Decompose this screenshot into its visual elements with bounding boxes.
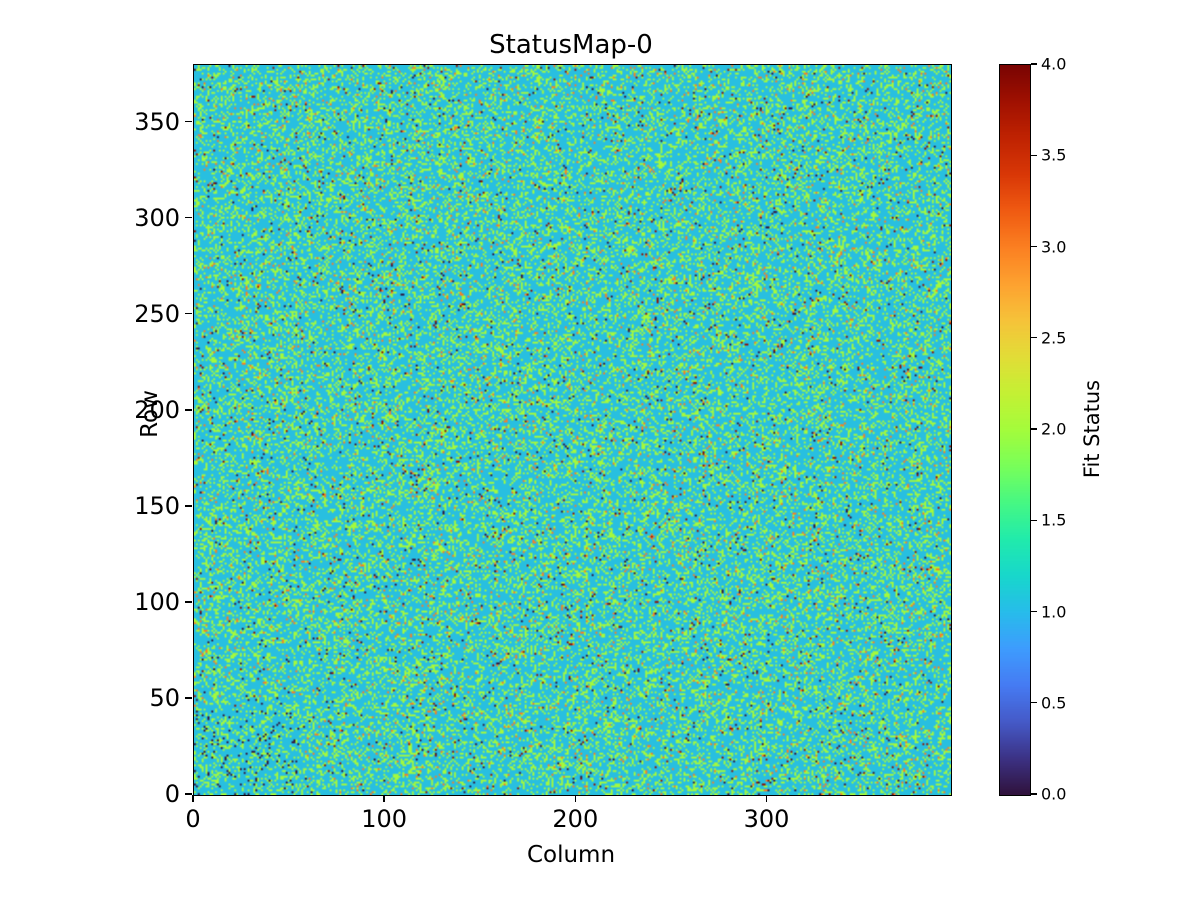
x-tick-mark (192, 795, 194, 802)
y-tick-mark (185, 505, 192, 507)
x-tick-mark (765, 795, 768, 802)
colorbar-tick-label: 3.0 (1041, 237, 1067, 256)
x-tick-label: 300 (743, 805, 790, 833)
x-tick-mark (383, 795, 385, 802)
y-tick-label: 300 (134, 203, 180, 232)
x-tick-label: 100 (361, 805, 408, 833)
colorbar-tick-mark (1031, 793, 1037, 795)
y-tick-label: 350 (134, 107, 180, 136)
colorbar-tick-mark (1031, 519, 1037, 521)
x-tick-mark (574, 795, 577, 802)
y-tick-mark (185, 793, 192, 795)
colorbar-tick-mark (1031, 702, 1037, 704)
y-tick-label: 50 (149, 683, 180, 712)
x-tick-label: 200 (552, 805, 599, 833)
y-tick-mark (185, 409, 192, 411)
x-tick-label: 0 (185, 805, 201, 833)
y-tick-mark (185, 601, 192, 603)
y-tick-label: 150 (134, 491, 180, 520)
colorbar-tick-mark (1031, 610, 1037, 613)
colorbar-tick-mark (1031, 337, 1037, 339)
colorbar-tick-label: 2.0 (1041, 419, 1067, 439)
y-tick-mark (185, 216, 192, 219)
y-tick-mark (185, 697, 192, 699)
colorbar-tick-label: 0.0 (1041, 784, 1067, 804)
colorbar-tick-mark (1031, 154, 1037, 156)
chart-title: StatusMap-0 (489, 30, 653, 60)
colorbar-tick-label: 1.0 (1041, 602, 1067, 621)
colorbar-tick-label: 0.5 (1041, 693, 1067, 713)
y-tick-label: 0 (164, 780, 180, 808)
colorbar-tick-mark (1031, 63, 1037, 65)
y-tick-label: 250 (134, 299, 180, 328)
y-tick-mark (185, 312, 192, 315)
colorbar-tick-mark (1031, 428, 1037, 430)
y-tick-label: 200 (134, 395, 180, 424)
y-tick-label: 100 (134, 587, 180, 616)
x-axis-label: Column (526, 842, 616, 868)
colorbar-tick-label: 1.5 (1041, 510, 1067, 530)
y-tick-mark (185, 120, 192, 123)
colorbar-tick-label: 3.5 (1041, 145, 1067, 165)
colorbar (999, 64, 1031, 796)
colorbar-label: Fit Status (1080, 379, 1104, 479)
colorbar-tick-label: 2.5 (1041, 328, 1067, 348)
heatmap-image (193, 64, 952, 796)
colorbar-tick-mark (1031, 245, 1037, 248)
colorbar-tick-label: 4.0 (1041, 54, 1067, 74)
